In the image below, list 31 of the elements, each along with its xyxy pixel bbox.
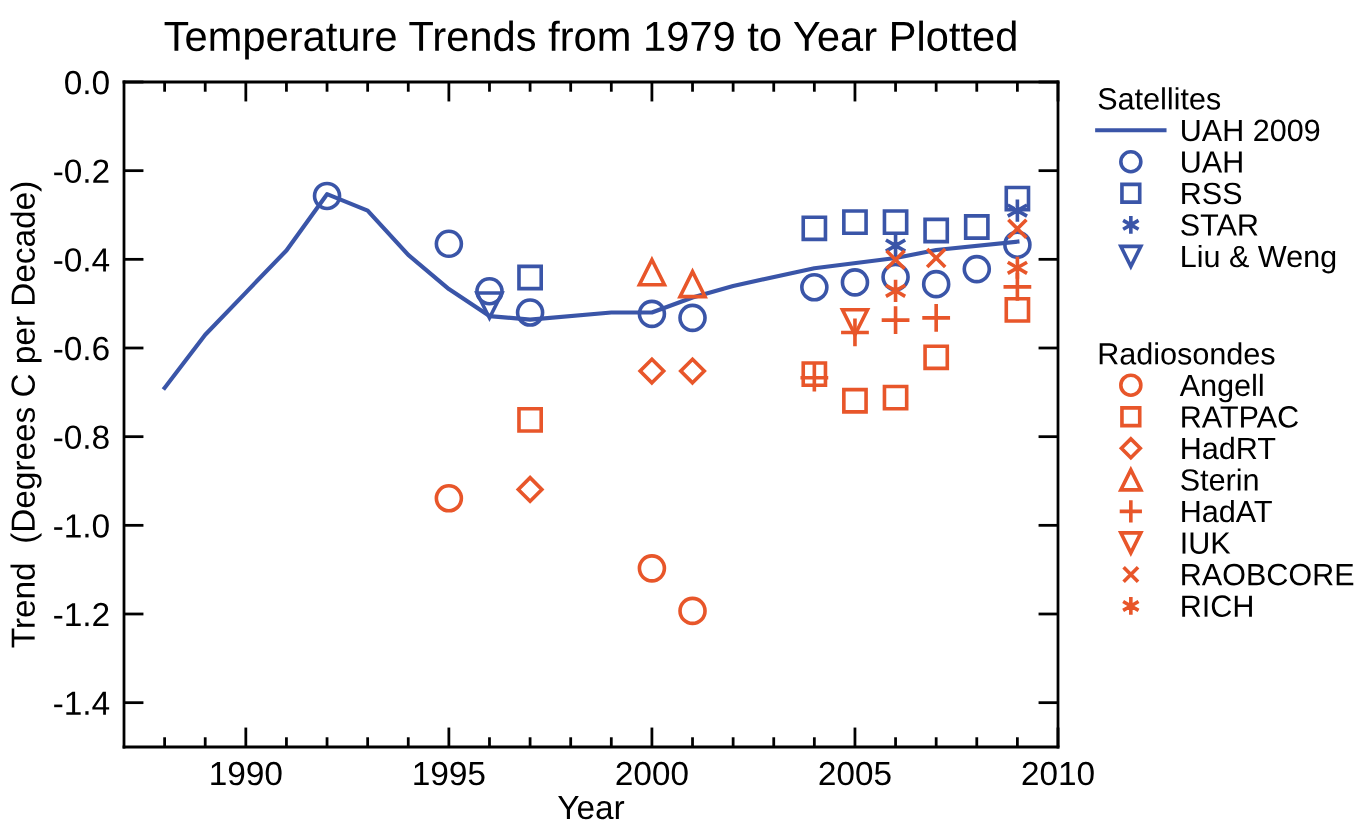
text: Radiosondes (1099, 342, 1275, 365)
y-axis-title: Trend (Degrees C per Decade) (10, 182, 42, 648)
y-tick-label: -0.2 (54, 159, 109, 184)
y-tick-label: -1.4 (54, 691, 110, 715)
x-tick-label: 1990 (211, 761, 282, 786)
legend-label: UAH 2009 (1182, 119, 1320, 142)
x-tick-label: 2005 (819, 761, 891, 786)
y-tick-label: -0.8 (54, 425, 109, 450)
legend-label: IUK (1182, 532, 1231, 554)
legend-label: UAH (1182, 151, 1242, 173)
legend-label: STAR (1181, 214, 1258, 236)
legend-label: HadAT (1182, 499, 1272, 523)
legend-label: Angell (1179, 373, 1263, 403)
y-tick-label: -0.4 (54, 248, 110, 272)
y-tick-label: 0.0 (65, 70, 109, 95)
x-tick-label: 1995 (414, 761, 485, 786)
y-tick-label: -0.6 (54, 336, 109, 361)
x-tick-label: 2010 (1022, 761, 1094, 786)
y-tick-label: -1.2 (54, 602, 109, 627)
legend-label: RATPAC (1182, 406, 1298, 428)
y-tick-label: -1.0 (54, 514, 109, 538)
legend-label: RAOBCORE (1182, 563, 1354, 586)
legend-label: RICH (1182, 595, 1252, 617)
legend-label: Sterin (1181, 468, 1258, 491)
legend-label: Liu & Weng (1182, 244, 1336, 274)
legend-label: RSS (1182, 182, 1242, 205)
legend-label: HadRT (1182, 436, 1276, 460)
x-axis-title: Year (558, 795, 625, 820)
x-tick-label: 2000 (616, 761, 688, 786)
chart-title: Temperature Trends from 1979 to Year Plotted (164, 20, 1016, 60)
text: Satellites (1098, 87, 1221, 110)
